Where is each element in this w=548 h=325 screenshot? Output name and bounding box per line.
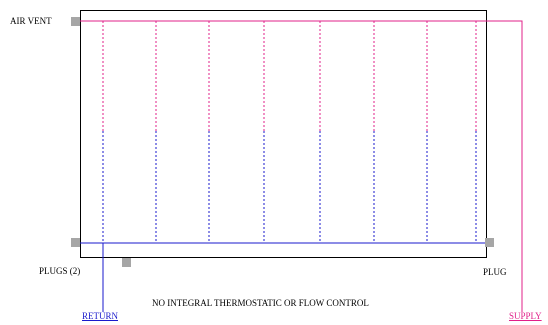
return-label: RETURN [82,311,118,321]
plug-label: PLUG [483,267,507,277]
supply-label: SUPPLY [509,311,542,321]
supply-pipe [486,20,523,312]
plugs-label: PLUGS (2) [39,266,81,276]
radiator-outline [80,10,487,258]
control-note: NO INTEGRAL THERMOSTATIC OR FLOW CONTROL [152,298,369,308]
plug-lower-fitting [122,258,131,267]
plug-left-fitting [71,238,80,247]
plug-right-fitting [485,238,494,247]
air-vent-fitting [71,17,80,26]
radiator-elements [102,21,477,243]
air-vent-label: AIR VENT [10,16,52,26]
